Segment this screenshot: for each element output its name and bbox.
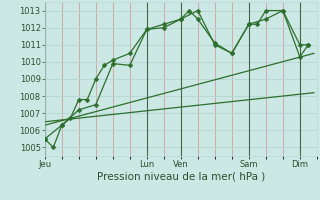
X-axis label: Pression niveau de la mer( hPa ): Pression niveau de la mer( hPa ) (97, 172, 265, 182)
